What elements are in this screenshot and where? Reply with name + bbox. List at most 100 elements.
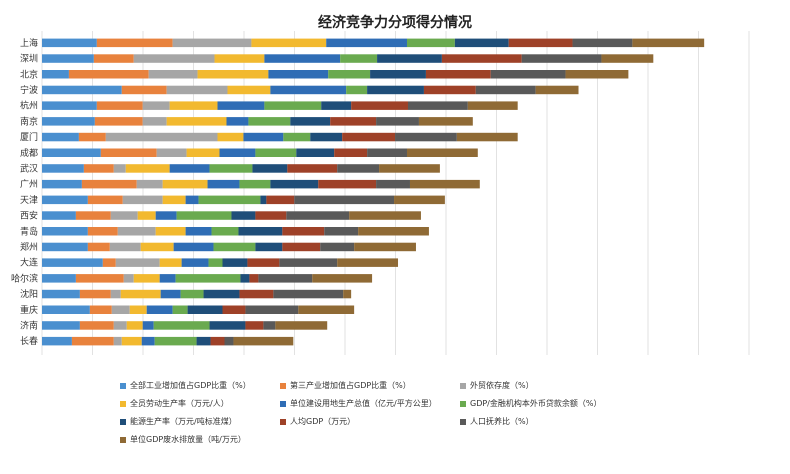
bar-segment bbox=[93, 54, 134, 63]
bar-segment bbox=[42, 289, 80, 299]
bar-segment bbox=[181, 258, 209, 267]
bar-segment bbox=[409, 179, 480, 189]
bar-segment bbox=[78, 132, 106, 142]
bar-segment bbox=[245, 321, 264, 330]
bar-segment bbox=[240, 274, 250, 283]
bar-segment bbox=[286, 211, 350, 220]
bar-segment bbox=[247, 258, 280, 267]
bar-segment bbox=[279, 258, 338, 267]
bar-segment bbox=[42, 242, 88, 252]
bar-segment bbox=[245, 305, 299, 314]
bar-segment bbox=[159, 258, 182, 267]
category-label: 厦门 bbox=[20, 131, 38, 143]
bar-segment bbox=[632, 38, 705, 48]
bar-segment bbox=[296, 148, 335, 157]
bar-segment bbox=[324, 227, 359, 236]
legend-label: 第三产业增加值占GDP比重（%） bbox=[290, 381, 411, 390]
category-label: 大连 bbox=[20, 257, 38, 269]
bar-segment bbox=[207, 179, 240, 189]
bar-segment bbox=[155, 211, 177, 220]
bar-segment bbox=[258, 274, 313, 283]
bar-segment bbox=[349, 211, 421, 220]
bar-segment bbox=[186, 148, 220, 157]
bar-segment bbox=[113, 164, 126, 173]
bar-segment bbox=[136, 179, 163, 189]
bar-segment bbox=[270, 85, 347, 95]
bar-segment bbox=[185, 195, 199, 205]
bar-segment bbox=[263, 321, 276, 330]
legend-swatch bbox=[280, 418, 286, 425]
legend-item: 人均GDP（万元） bbox=[280, 416, 355, 427]
bar-segment bbox=[172, 38, 252, 48]
bar-segment bbox=[208, 258, 223, 267]
legend-item: 全员劳动生产率（万元/人） bbox=[120, 398, 229, 409]
bar-segment bbox=[377, 54, 442, 63]
bar-segment bbox=[328, 70, 371, 79]
bar-segment bbox=[343, 289, 352, 299]
bar-segment bbox=[173, 242, 214, 252]
bar-segment bbox=[42, 258, 103, 267]
bar-segment bbox=[133, 274, 160, 283]
bar-segment bbox=[340, 54, 378, 63]
bar-segment bbox=[122, 195, 163, 205]
bar-segment bbox=[283, 132, 311, 142]
bar-segment bbox=[467, 101, 518, 110]
bar-segment bbox=[346, 85, 368, 95]
bar-segment bbox=[222, 305, 246, 314]
legend-swatch bbox=[120, 400, 126, 407]
bar-segment bbox=[42, 101, 97, 110]
bar-segment bbox=[521, 54, 602, 63]
legend-label: GDP/金融机构本外币贷款余额（%） bbox=[470, 399, 602, 408]
bar-segment bbox=[294, 195, 395, 205]
bar-segment bbox=[169, 101, 218, 110]
bar-segment bbox=[227, 85, 271, 95]
bar-segment bbox=[162, 195, 186, 205]
legend-item: 全部工业增加值占GDP比重（%） bbox=[120, 380, 251, 391]
bar-segment bbox=[166, 117, 227, 126]
bar-segment bbox=[176, 211, 232, 220]
bar-segment bbox=[351, 101, 408, 110]
bar-segment bbox=[81, 179, 137, 189]
category-label: 济南 bbox=[20, 319, 38, 331]
legend-label: 外贸依存度（%） bbox=[470, 381, 534, 390]
bar-segment bbox=[224, 336, 234, 346]
bar-segment bbox=[233, 336, 294, 346]
bar-segment bbox=[96, 101, 143, 110]
bar-segment bbox=[68, 70, 149, 79]
bar-segment bbox=[270, 179, 319, 189]
bar-segment bbox=[148, 70, 198, 79]
bar-segment bbox=[87, 242, 110, 252]
bar-segment bbox=[141, 336, 155, 346]
bar-segment bbox=[169, 164, 210, 173]
legend-label: 单位GDP废水排放量（吨/万元） bbox=[130, 435, 246, 444]
bar-segment bbox=[334, 148, 368, 157]
bar-segment bbox=[238, 227, 283, 236]
bar-segment bbox=[326, 38, 407, 48]
bar-segment bbox=[42, 38, 97, 48]
bar-segment bbox=[219, 148, 256, 157]
bar-segment bbox=[214, 54, 265, 63]
bar-segment bbox=[94, 117, 143, 126]
category-label: 成都 bbox=[20, 147, 38, 159]
bar-segment bbox=[110, 289, 121, 299]
legend-label: 单位建设用地生产总值（亿元/平方公里） bbox=[290, 399, 437, 408]
bar-segment bbox=[406, 148, 478, 157]
bar-segment bbox=[75, 211, 111, 220]
bar-segment bbox=[255, 148, 297, 157]
bar-segment bbox=[117, 227, 156, 236]
bar-segment bbox=[109, 242, 141, 252]
legend-swatch bbox=[120, 382, 126, 389]
category-label: 深圳 bbox=[20, 54, 38, 65]
bar-segment bbox=[312, 274, 373, 283]
bar-segment bbox=[370, 70, 426, 79]
bar-segment bbox=[196, 336, 211, 346]
bar-segment bbox=[260, 195, 267, 205]
bar-segment bbox=[125, 164, 170, 173]
legend-item: 第三产业增加值占GDP比重（%） bbox=[280, 380, 411, 391]
bar-segment bbox=[379, 164, 440, 173]
bar-segment bbox=[129, 305, 147, 314]
bar-segment bbox=[456, 132, 518, 142]
bar-segment bbox=[42, 117, 95, 126]
category-label: 郑州 bbox=[20, 241, 38, 253]
